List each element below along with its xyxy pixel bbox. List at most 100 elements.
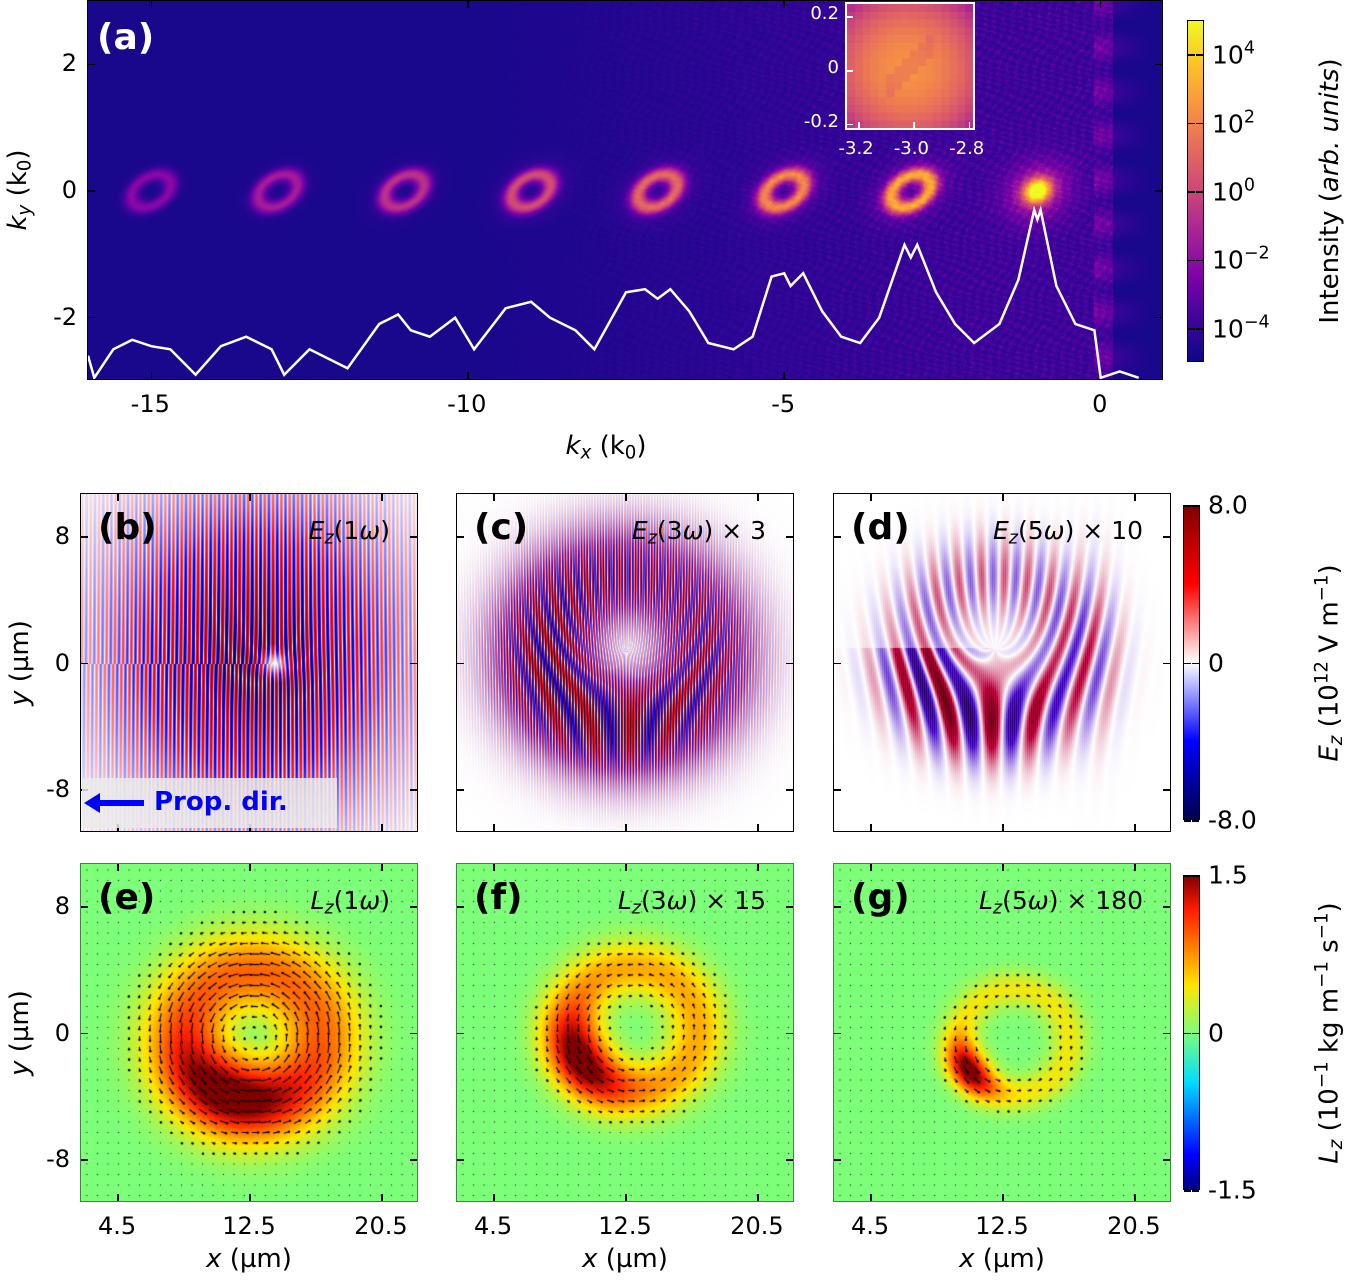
x-tick-mark [150, 1, 153, 8]
x-tick-mark [625, 824, 627, 831]
label-segment: x [580, 442, 592, 464]
x-tick-label: -10 [447, 390, 487, 418]
colorbar-tick [1196, 328, 1203, 330]
y-tick-mark [81, 906, 88, 908]
label-segment: ) × 3 [703, 516, 767, 545]
colorbar-tick [1196, 191, 1203, 193]
colorbar-tick [1184, 1190, 1191, 1192]
panel-label-g: (g) [851, 877, 910, 918]
y-tick-mark [1163, 1032, 1170, 1035]
y-tick-label: 0 [61, 176, 77, 204]
y-tick-mark [1163, 1159, 1170, 1161]
axes-panel-b [80, 493, 418, 832]
y-tick-mark [81, 1032, 88, 1035]
label-segment: (µm) [221, 1244, 292, 1274]
intensity-colorbar [1187, 20, 1204, 362]
label-segment: ) [380, 886, 390, 915]
y-tick-mark [410, 662, 417, 665]
x-tick-label: 4.5 [474, 1212, 513, 1240]
x-tick-mark [493, 1194, 495, 1201]
x-tick-label: -5 [771, 390, 796, 418]
label-segment: (k [3, 171, 34, 205]
axes-panel-c [456, 493, 794, 832]
x-tick-label: 20.5 [730, 1212, 784, 1240]
label-segment: z [631, 898, 641, 919]
y-tick-mark [457, 662, 464, 665]
y-tick-label: -2 [53, 302, 77, 331]
x-tick-mark [249, 1194, 251, 1201]
y-tick-label: 0 [54, 1018, 70, 1047]
y-tick-mark [1163, 662, 1170, 665]
colorbar-tick-label: 10−2 [1212, 245, 1270, 275]
label-segment: arb. units [1315, 68, 1345, 193]
inset-heatmap [847, 4, 973, 128]
colorbar-tick [1188, 122, 1195, 125]
panel-label-c: (c) [474, 507, 529, 548]
y-tick-mark [1163, 906, 1170, 908]
y-tick-mark [81, 1159, 88, 1161]
label-segment: ) [1314, 901, 1345, 912]
label-segment: ω [682, 516, 704, 545]
y-axis-label: y (µm) [5, 989, 35, 1076]
label-segment: (10 [1314, 683, 1345, 736]
y-tick-mark [410, 906, 417, 908]
label-segment: ω [1027, 886, 1049, 915]
axes-panel-a [87, 0, 1163, 380]
label-segment: (µm) [5, 989, 35, 1061]
x-tick-mark [117, 864, 119, 871]
colorbar-tick [1188, 191, 1195, 193]
y-tick-mark [1155, 63, 1162, 66]
y-tick-mark [88, 63, 95, 66]
panel-title-c: Ez(3ω) × 3 [632, 518, 766, 548]
y-tick-mark [81, 536, 88, 538]
label-segment: −1 [1311, 1060, 1333, 1088]
label-segment: x [959, 1244, 975, 1274]
label-segment: ω [1043, 516, 1065, 545]
label-segment: 12 [1311, 660, 1333, 684]
x-tick-mark [150, 372, 153, 379]
label-segment: z [324, 898, 334, 919]
label-segment: z [324, 528, 334, 549]
tick-base: 10 [1212, 245, 1244, 275]
inset-x-tick [968, 122, 971, 128]
tick-base: 10 [1212, 108, 1244, 138]
colorbar-tick-label: 104 [1212, 40, 1255, 67]
y-tick-mark [834, 906, 841, 908]
x-tick-label: 4.5 [98, 1212, 137, 1240]
y-tick-mark [834, 1032, 841, 1035]
label-segment: (µm) [5, 619, 35, 691]
x-tick-mark [1002, 864, 1004, 871]
inset-x-tick [858, 122, 860, 128]
heatmap-d [834, 494, 1170, 831]
label-segment: ) × 180 [1048, 886, 1143, 915]
label-segment: z [647, 528, 657, 549]
inset-x-tick [913, 122, 915, 128]
x-axis-label: x (µm) [582, 1246, 668, 1272]
ez-colorbar [1183, 505, 1200, 822]
x-tick-mark [783, 1, 785, 8]
inset-x-tick-label: -3.2 [838, 138, 874, 159]
axes-panel-g [833, 863, 1171, 1202]
x-axis-label: x (µm) [206, 1246, 292, 1272]
y-tick-mark [786, 1159, 793, 1161]
colorbar-tick-label: 8.0 [1208, 490, 1248, 520]
label-segment: (1 [333, 886, 360, 915]
x-tick-mark [870, 824, 872, 831]
panel-label-b: (b) [98, 507, 157, 548]
y-tick-label: 8 [54, 891, 70, 920]
x-tick-mark [493, 864, 495, 871]
x-tick-mark [757, 494, 759, 501]
label-segment: z [1326, 1139, 1348, 1149]
colorbar-tick-label: 100 [1212, 177, 1255, 204]
left-arrow-icon [94, 800, 144, 806]
label-segment: ) [636, 431, 647, 461]
label-segment: k [3, 215, 34, 231]
y-tick-mark [457, 906, 464, 908]
colorbar-tick [1192, 662, 1199, 665]
lz-colorbar [1183, 875, 1200, 1192]
inset-y-tick [847, 16, 853, 18]
label-segment: (5 [1017, 516, 1044, 545]
x-tick-mark [381, 864, 383, 871]
label-segment: L [310, 886, 325, 915]
panel-title-e: Lz(1ω) [311, 888, 391, 918]
